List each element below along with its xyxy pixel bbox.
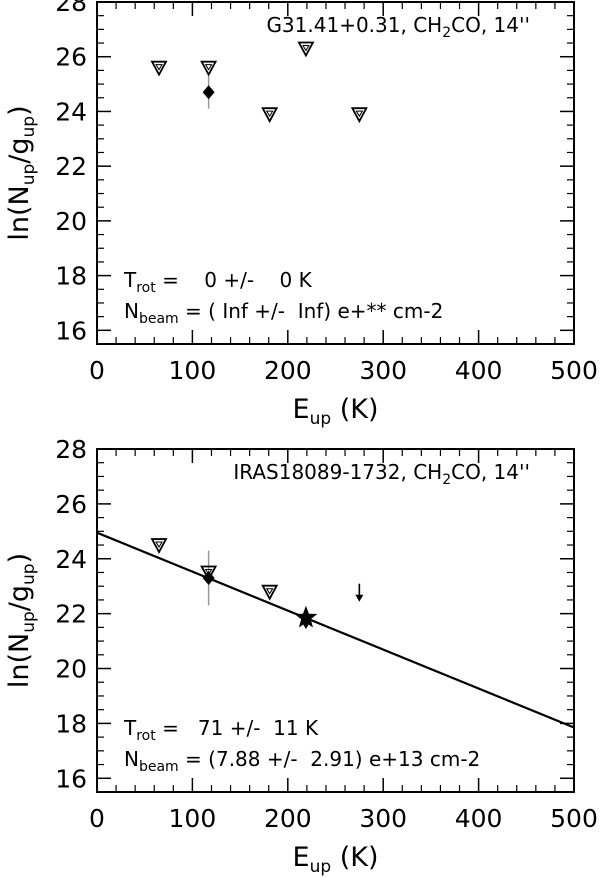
x-axis-label-sub: up [310,409,332,429]
triangle-point-inner [302,45,310,52]
x-axis-label: Eup (K) [293,842,379,877]
panel-g31: 0 100 200 300 400 500 16 18 20 22 24 26 28 Eup (K) ln(… [4,0,598,429]
y-tick-label: 22 [55,600,87,629]
nbeam-value: = (7.88 +/- 2.91) e+13 cm-2 [179,747,481,771]
y-axis-label-part: ln(N [4,185,35,240]
nbeam-label: N [124,299,139,323]
x-tick-label: 0 [89,356,105,385]
plot-frame [96,448,575,793]
y-axis-label-part: /g [4,585,35,611]
triangle-point [150,60,168,77]
diamond-point [202,85,215,100]
y-axis-label-part: ) [4,553,35,564]
y-axis-label-sub: up [19,164,39,186]
triangle-point-inner [155,541,163,549]
star-point [294,605,318,628]
y-tick-label: 24 [55,545,87,574]
triangle-point [150,538,168,554]
trot-sub: rot [136,728,156,744]
triangle-point [200,60,218,77]
y-tick-label: 18 [55,262,87,291]
triangle-point-inner [355,110,364,118]
triangle-point-inner [204,64,213,71]
triangle-point-inner [265,110,274,118]
y-tick-label: 28 [55,0,87,17]
nbeam-value: = ( Inf +/- Inf) e+** cm-2 [179,299,444,323]
x-tick-label: 200 [264,804,312,833]
plot-frame [96,1,575,345]
x-tick-label: 200 [264,356,312,385]
x-tick-label: 100 [169,356,217,385]
plot-title-main: G31.41+0.31, CH [266,13,442,37]
x-tick-label: 100 [169,804,217,833]
plot-title: IRAS18089-1732, CH2CO, 14'' [233,460,530,488]
diamond-point [202,570,215,585]
plot-title-end: CO, 14'' [451,13,530,37]
fit-line [96,531,575,729]
nbeam-sub: beam [139,311,179,327]
trot-label: T [123,716,137,740]
triangle-point-inner [204,568,213,576]
nbeam-sub: beam [139,759,179,775]
plot-title: G31.41+0.31, CH2CO, 14'' [266,13,530,41]
triangle-point [261,107,279,124]
x-axis-label-unit: (K) [331,842,378,873]
triangle-point-inner [265,588,274,595]
triangle-point [350,107,368,124]
triangle-point [200,565,218,582]
x-tick-label: 300 [359,804,407,833]
plot-title-sub: 2 [442,472,451,488]
y-axis-label: ln(Nup/gup) [4,105,39,240]
x-tick-label: 400 [455,356,503,385]
triangle-point [261,584,279,601]
nbeam-label: N [124,747,139,771]
x-tick-label: 400 [455,804,503,833]
y-axis-label: ln(Nup/gup) [4,553,39,688]
trot-annotation: Trot = 0 +/- 0 K [123,268,313,296]
x-axis-label-main: E [293,394,310,425]
nbeam-annotation: Nbeam = ( Inf +/- Inf) e+** cm-2 [124,299,443,327]
triangle-point [297,41,315,58]
y-tick-label: 26 [55,43,87,72]
y-axis-label-sub: up [19,611,39,633]
trot-value: = 71 +/- 11 K [156,716,319,740]
trot-annotation: Trot = 71 +/- 11 K [123,716,319,744]
trot-sub: rot [136,280,156,296]
plot-title-sub: 2 [442,25,451,41]
plot-title-main: IRAS18089-1732, CH [233,460,442,484]
x-axis-label-unit: (K) [331,394,378,425]
x-tick-label: 300 [359,356,407,385]
nbeam-annotation: Nbeam = (7.88 +/- 2.91) e+13 cm-2 [124,747,480,775]
y-tick-label: 16 [55,316,87,345]
y-tick-label: 20 [55,207,87,236]
y-tick-label: 18 [55,709,87,738]
x-tick-label: 500 [550,804,598,833]
y-tick-label: 26 [55,490,87,519]
plot-title-end: CO, 14'' [451,460,530,484]
x-tick-label: 500 [550,356,598,385]
x-axis-label-sub: up [310,857,332,877]
y-axis-label-sub: up [19,563,39,585]
y-axis-label-sub: up [19,116,39,138]
y-tick-label: 24 [55,97,87,126]
limit-arrow-head [355,594,364,602]
trot-value: = 0 +/- 0 K [156,268,313,292]
y-tick-label: 16 [55,764,87,793]
panel-iras18089: 0 100 200 300 400 500 16 18 20 22 24 26 28 Eup (K) ln(… [4,435,598,877]
y-tick-label: 22 [55,152,87,181]
x-axis-label: Eup (K) [293,394,379,429]
y-axis-label-part: ) [4,105,35,116]
y-axis-label-part: /g [4,137,35,163]
y-axis-label-part: ln(N [4,633,35,688]
y-tick-label: 28 [55,435,87,464]
x-axis-label-main: E [293,842,310,873]
y-tick-label: 20 [55,655,87,684]
trot-label: T [123,268,137,292]
triangle-point-inner [155,64,163,71]
x-tick-label: 0 [89,804,105,833]
